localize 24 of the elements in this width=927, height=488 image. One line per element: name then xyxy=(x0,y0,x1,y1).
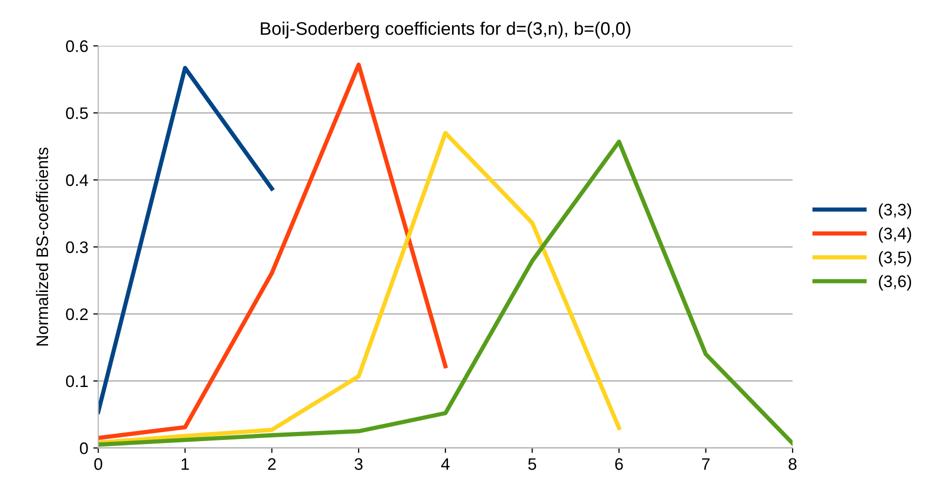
legend-label: (3,4) xyxy=(878,227,912,243)
line-series xyxy=(98,62,448,440)
legend-label: (3,5) xyxy=(878,251,912,267)
x-tick-label: 4 xyxy=(441,458,450,470)
x-tick-label: 2 xyxy=(268,458,276,470)
y-tick-label: 0.2 xyxy=(66,308,88,320)
legend-label: (3,6) xyxy=(878,274,912,290)
y-tick-label: 0.6 xyxy=(66,40,88,52)
chart-title: Boij-Soderberg coefficients for d=(3,n), b=(0,0) xyxy=(260,22,630,39)
legend-label: (3,3) xyxy=(878,203,912,219)
y-tick-label: 0.4 xyxy=(66,174,88,186)
y-tick-label: 0.3 xyxy=(66,241,88,254)
x-tick-label: 8 xyxy=(788,458,796,470)
x-tick-label: 7 xyxy=(702,458,710,470)
y-tick-label: 0.1 xyxy=(66,375,88,388)
y-tick-label: 0 xyxy=(80,442,88,454)
x-tick-label: 6 xyxy=(615,458,623,470)
x-tick-label: 5 xyxy=(528,458,536,470)
x-tick-label: 0 xyxy=(94,458,102,470)
y-tick-label: 0.5 xyxy=(66,107,88,120)
y-axis-title: Normalized BS-coefficients xyxy=(36,148,48,346)
x-tick-label: 3 xyxy=(354,458,363,470)
line-series xyxy=(98,130,622,445)
x-tick-label: 1 xyxy=(182,458,189,470)
